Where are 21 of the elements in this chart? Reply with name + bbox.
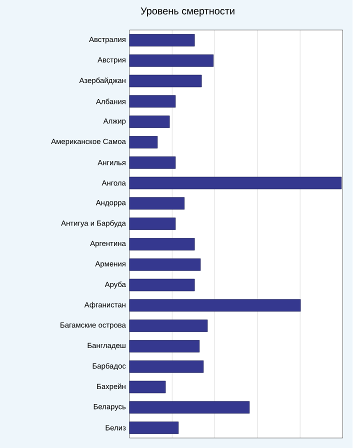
bar (129, 238, 195, 250)
bar (129, 422, 179, 434)
chart-title: Уровень смертности (140, 8, 234, 16)
bar (129, 380, 166, 394)
bar (129, 116, 170, 128)
bar (129, 401, 250, 414)
bar (129, 156, 176, 169)
bar (129, 197, 185, 210)
bar (129, 320, 208, 332)
bar (129, 136, 158, 148)
bar (129, 176, 342, 190)
bar (129, 218, 176, 230)
bar (129, 95, 176, 108)
bar (129, 360, 204, 373)
bar (129, 258, 201, 271)
bar (129, 299, 301, 312)
bar (129, 74, 202, 88)
bar (129, 340, 200, 352)
bar (129, 54, 214, 67)
bar (129, 278, 195, 292)
bar (129, 34, 195, 46)
